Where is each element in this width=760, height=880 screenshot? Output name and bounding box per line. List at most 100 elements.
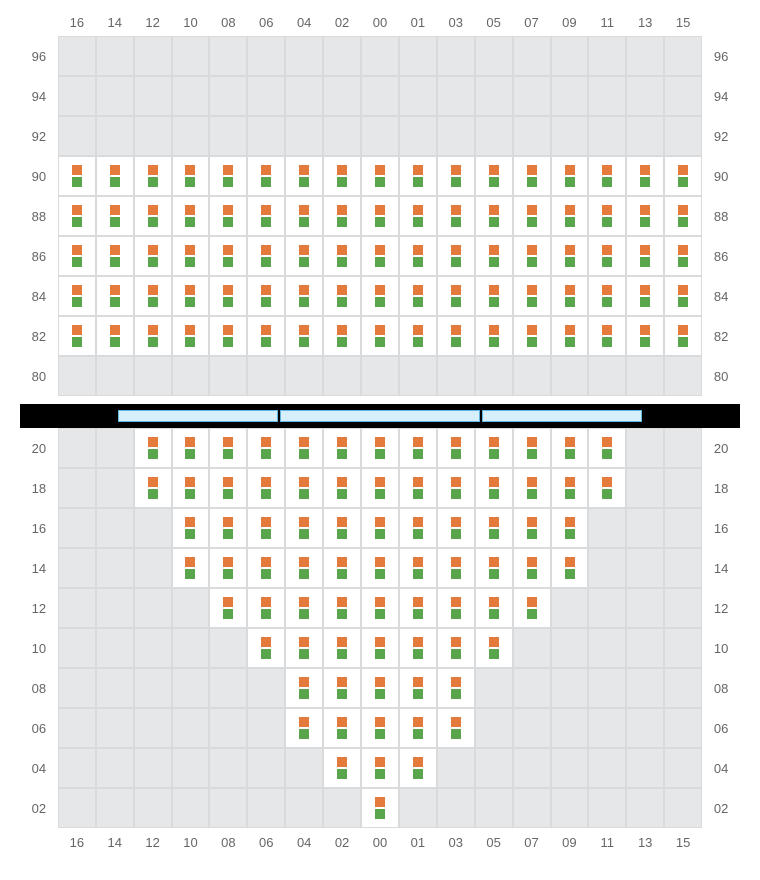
seat-cell[interactable] — [58, 276, 96, 316]
seat-cell[interactable] — [437, 508, 475, 548]
seat-cell[interactable] — [58, 236, 96, 276]
seat-cell[interactable] — [626, 196, 664, 236]
seat-cell[interactable] — [285, 316, 323, 356]
seat-cell[interactable] — [96, 236, 134, 276]
seat-cell[interactable] — [323, 468, 361, 508]
seat-cell[interactable] — [588, 428, 626, 468]
seat-cell[interactable] — [323, 748, 361, 788]
seat-cell[interactable] — [361, 276, 399, 316]
seat-cell[interactable] — [323, 316, 361, 356]
seat-cell[interactable] — [323, 236, 361, 276]
seat-cell[interactable] — [172, 508, 210, 548]
seat-cell[interactable] — [399, 668, 437, 708]
seat-cell[interactable] — [475, 276, 513, 316]
seat-cell[interactable] — [475, 428, 513, 468]
seat-cell[interactable] — [513, 276, 551, 316]
seat-cell[interactable] — [437, 588, 475, 628]
seat-cell[interactable] — [361, 708, 399, 748]
seat-cell[interactable] — [475, 236, 513, 276]
seat-cell[interactable] — [399, 708, 437, 748]
seat-cell[interactable] — [285, 156, 323, 196]
seat-cell[interactable] — [399, 588, 437, 628]
seat-cell[interactable] — [323, 276, 361, 316]
seat-cell[interactable] — [323, 708, 361, 748]
seat-cell[interactable] — [664, 236, 702, 276]
seat-cell[interactable] — [285, 468, 323, 508]
seat-cell[interactable] — [513, 196, 551, 236]
seat-cell[interactable] — [475, 628, 513, 668]
seat-cell[interactable] — [551, 468, 589, 508]
seat-cell[interactable] — [437, 628, 475, 668]
seat-cell[interactable] — [361, 468, 399, 508]
seat-cell[interactable] — [285, 548, 323, 588]
seat-cell[interactable] — [285, 708, 323, 748]
seat-cell[interactable] — [437, 276, 475, 316]
seat-cell[interactable] — [475, 508, 513, 548]
seat-cell[interactable] — [551, 276, 589, 316]
seat-cell[interactable] — [247, 196, 285, 236]
seat-cell[interactable] — [588, 316, 626, 356]
seat-cell[interactable] — [475, 548, 513, 588]
seat-cell[interactable] — [247, 548, 285, 588]
seat-cell[interactable] — [588, 276, 626, 316]
seat-cell[interactable] — [209, 468, 247, 508]
seat-cell[interactable] — [247, 156, 285, 196]
seat-cell[interactable] — [247, 316, 285, 356]
seat-cell[interactable] — [437, 428, 475, 468]
seat-cell[interactable] — [664, 196, 702, 236]
seat-cell[interactable] — [513, 588, 551, 628]
seat-cell[interactable] — [437, 708, 475, 748]
seat-cell[interactable] — [209, 316, 247, 356]
seat-cell[interactable] — [134, 276, 172, 316]
seat-cell[interactable] — [399, 628, 437, 668]
seat-cell[interactable] — [361, 788, 399, 828]
seat-cell[interactable] — [134, 196, 172, 236]
seat-cell[interactable] — [323, 668, 361, 708]
seat-cell[interactable] — [437, 548, 475, 588]
seat-cell[interactable] — [172, 428, 210, 468]
seat-cell[interactable] — [172, 548, 210, 588]
seat-cell[interactable] — [399, 196, 437, 236]
seat-cell[interactable] — [626, 236, 664, 276]
seat-cell[interactable] — [475, 316, 513, 356]
seat-cell[interactable] — [361, 588, 399, 628]
seat-cell[interactable] — [209, 236, 247, 276]
seat-cell[interactable] — [96, 276, 134, 316]
seat-cell[interactable] — [437, 316, 475, 356]
seat-cell[interactable] — [361, 508, 399, 548]
seat-cell[interactable] — [247, 508, 285, 548]
seat-cell[interactable] — [475, 588, 513, 628]
seat-cell[interactable] — [626, 276, 664, 316]
seat-cell[interactable] — [588, 468, 626, 508]
seat-cell[interactable] — [285, 628, 323, 668]
seat-cell[interactable] — [551, 196, 589, 236]
seat-cell[interactable] — [361, 156, 399, 196]
seat-cell[interactable] — [209, 548, 247, 588]
seat-cell[interactable] — [399, 748, 437, 788]
seat-cell[interactable] — [513, 548, 551, 588]
seat-cell[interactable] — [626, 316, 664, 356]
seat-cell[interactable] — [247, 468, 285, 508]
seat-cell[interactable] — [323, 508, 361, 548]
seat-cell[interactable] — [285, 196, 323, 236]
seat-cell[interactable] — [134, 428, 172, 468]
seat-cell[interactable] — [437, 156, 475, 196]
seat-cell[interactable] — [399, 316, 437, 356]
seat-cell[interactable] — [172, 276, 210, 316]
seat-cell[interactable] — [209, 196, 247, 236]
seat-cell[interactable] — [172, 156, 210, 196]
seat-cell[interactable] — [437, 468, 475, 508]
seat-cell[interactable] — [247, 236, 285, 276]
seat-cell[interactable] — [172, 468, 210, 508]
seat-cell[interactable] — [513, 508, 551, 548]
seat-cell[interactable] — [399, 156, 437, 196]
seat-cell[interactable] — [513, 156, 551, 196]
seat-cell[interactable] — [361, 316, 399, 356]
seat-cell[interactable] — [664, 156, 702, 196]
seat-cell[interactable] — [551, 508, 589, 548]
seat-cell[interactable] — [134, 316, 172, 356]
seat-cell[interactable] — [551, 428, 589, 468]
seat-cell[interactable] — [475, 156, 513, 196]
seat-cell[interactable] — [551, 548, 589, 588]
seat-cell[interactable] — [172, 236, 210, 276]
